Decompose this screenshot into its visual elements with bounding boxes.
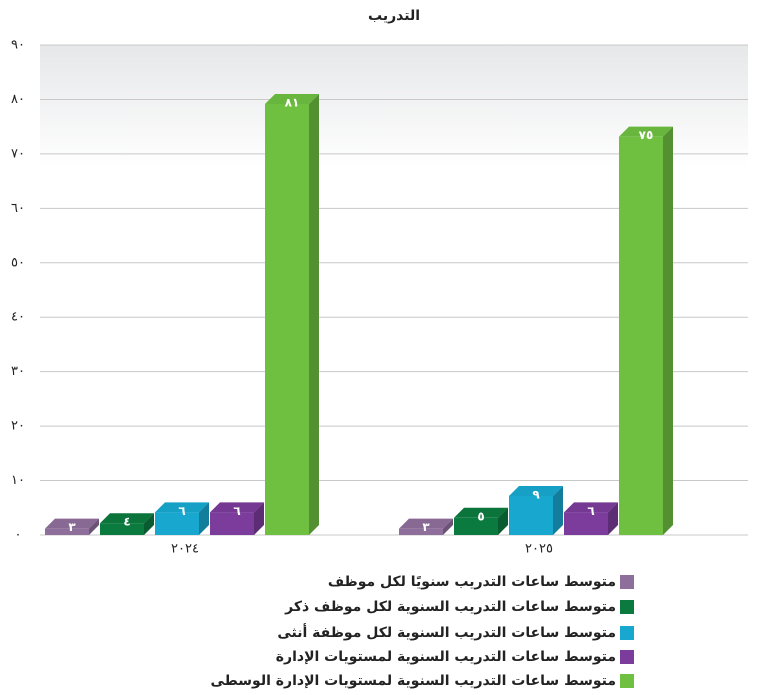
bar-top xyxy=(265,94,319,104)
legend-swatch xyxy=(620,650,634,664)
x-tick-label: ٢٠٢٥ xyxy=(525,542,553,557)
value-label: ٦ xyxy=(233,504,240,518)
bar xyxy=(619,136,663,535)
value-label: ٩ xyxy=(532,488,540,502)
bar-side xyxy=(254,502,264,535)
y-tick-label: ٠ xyxy=(15,528,22,543)
value-label: ٣ xyxy=(422,520,430,534)
legend-label: متوسط ساعات التدريب السنوية لمستويات الإ… xyxy=(210,673,616,689)
bar xyxy=(509,496,553,535)
bar-top xyxy=(100,513,154,524)
legend-label: متوسط ساعات التدريب السنوية لمستويات الإ… xyxy=(276,649,616,665)
y-tick-label: ٦٠ xyxy=(11,201,25,216)
y-tick-label: ٨٠ xyxy=(11,92,25,107)
y-tick-label: ١٠ xyxy=(11,473,25,488)
bar-side xyxy=(443,518,453,535)
bar-side xyxy=(309,94,319,535)
legend-label: متوسط ساعات التدريب سنويًا لكل موظف xyxy=(328,574,616,590)
legend-label: متوسط ساعات التدريب السنوية لكل موظفة أن… xyxy=(277,623,616,641)
bar-top xyxy=(45,518,99,529)
y-tick-label: ٢٠ xyxy=(11,419,25,434)
value-label: ٦ xyxy=(587,504,594,518)
y-tick-label: ٧٠ xyxy=(11,146,25,161)
y-tick-label: ٣٠ xyxy=(11,364,25,379)
bar-side xyxy=(89,518,99,535)
value-label: ٨١ xyxy=(285,96,300,110)
bar-side xyxy=(199,502,209,535)
bar-top xyxy=(509,486,563,496)
bar xyxy=(564,512,608,535)
bar-top xyxy=(454,507,508,518)
bar xyxy=(100,523,144,535)
legend-swatch xyxy=(620,674,634,688)
value-label: ٥ xyxy=(477,509,484,523)
legend-swatch xyxy=(620,626,634,640)
bar-top xyxy=(564,502,618,513)
bar xyxy=(155,512,199,535)
legend-swatch xyxy=(620,600,634,614)
legend-label: متوسط ساعات التدريب السنوية لكل موظف ذكر xyxy=(284,599,616,615)
legend-swatch xyxy=(620,575,634,589)
y-tick-label: ٥٠ xyxy=(11,255,25,270)
value-label: ٦ xyxy=(178,504,185,518)
value-label: ٣ xyxy=(68,520,76,534)
bar xyxy=(265,104,309,535)
bar xyxy=(399,528,443,535)
bar-side xyxy=(144,513,154,535)
bar-top xyxy=(619,126,673,137)
y-tick-label: ٤٠ xyxy=(11,310,25,325)
bar xyxy=(45,528,89,535)
bar-top xyxy=(399,518,453,529)
bar-side xyxy=(608,502,618,535)
bar-side xyxy=(663,126,673,536)
bar-top xyxy=(210,502,264,513)
bar-top xyxy=(155,502,209,513)
y-tick-label: ٩٠ xyxy=(11,38,25,53)
bar xyxy=(454,517,498,535)
value-label: ٤ xyxy=(123,515,130,529)
x-tick-label: ٢٠٢٤ xyxy=(171,542,199,557)
chart-title: التدريب xyxy=(368,8,420,24)
bar xyxy=(210,512,254,535)
value-label: ٧٥ xyxy=(639,128,654,142)
bar-side xyxy=(553,486,563,535)
bar-side xyxy=(498,507,508,535)
